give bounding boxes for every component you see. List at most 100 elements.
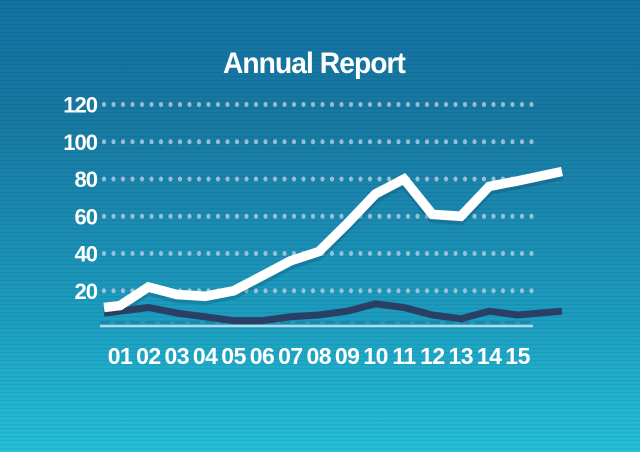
gridline-dot — [491, 176, 496, 182]
gridline-dot — [215, 102, 221, 107]
gridline-dot — [206, 139, 211, 145]
gridline-dot — [177, 251, 183, 256]
gridline-dot — [149, 251, 154, 256]
gridline-dot — [415, 139, 420, 145]
y-axis-tick-label: 60 — [75, 204, 98, 229]
gridline-dot — [215, 213, 221, 219]
gridline-dot — [481, 288, 487, 294]
gridline-dot — [386, 102, 392, 107]
gridline-dot — [481, 102, 487, 107]
gridline-dot — [329, 213, 335, 219]
gridline-dot — [491, 139, 496, 145]
gridline-dot — [206, 213, 211, 219]
gridline-dot — [139, 251, 145, 256]
gridline-dot — [377, 251, 382, 256]
gridline-dot — [320, 102, 325, 107]
gridline-dot — [168, 213, 173, 219]
gridline-dot — [358, 288, 363, 294]
gridline-dot — [377, 176, 382, 182]
gridline-dot — [491, 213, 496, 219]
gridline-dot — [139, 213, 145, 219]
gridline-dot — [158, 251, 164, 256]
x-axis-tick-label: 05 — [221, 343, 246, 369]
gridline-dot — [196, 139, 202, 145]
gridline-dot — [282, 102, 287, 107]
gridline-dot — [348, 102, 354, 107]
gridline-dot — [101, 251, 107, 256]
gridline-dot — [253, 176, 259, 182]
gridline-dot — [481, 176, 487, 182]
gridline-dot — [130, 213, 135, 219]
gridline-dot — [225, 213, 230, 219]
gridline-dot — [358, 251, 363, 256]
gridline-dot — [177, 139, 183, 145]
gridline-dot — [301, 139, 306, 145]
gridline-dot — [244, 176, 249, 182]
gridline-dot — [196, 251, 202, 256]
gridline-dot — [424, 139, 430, 145]
gridline-dot — [263, 176, 268, 182]
gridline-dot — [225, 176, 230, 182]
gridline-dot — [396, 251, 401, 256]
gridline-dot — [329, 288, 335, 294]
y-axis-tick-label: 40 — [75, 242, 98, 267]
gridline-dot — [111, 288, 116, 294]
gridline-dot — [386, 251, 392, 256]
gridline-dot — [339, 176, 344, 182]
gridline-dot — [291, 288, 297, 294]
gridline-dot — [396, 102, 401, 107]
gridline-dot — [206, 176, 211, 182]
gridline-dot — [415, 251, 420, 256]
gridline-dot — [348, 251, 354, 256]
gridline-dot — [253, 102, 259, 107]
gridline-dot — [320, 213, 325, 219]
gridline-dot — [196, 176, 202, 182]
gridline-dot — [263, 102, 268, 107]
gridline-dot — [158, 176, 164, 182]
gridline-dot — [472, 288, 477, 294]
gridline-dot — [443, 288, 449, 294]
gridline-dot — [367, 139, 373, 145]
gridline-dot — [272, 213, 278, 219]
gridline-dot — [386, 213, 392, 219]
gridline-dot — [519, 213, 525, 219]
gridline-dot — [149, 102, 154, 107]
gridline-dot — [272, 176, 278, 182]
gridline-dot — [120, 102, 126, 107]
gridline-dot — [101, 288, 107, 294]
x-axis-tick-label: 01 — [108, 343, 133, 369]
gridline-dot — [405, 213, 411, 219]
gridline-dot — [187, 251, 192, 256]
gridline-dot — [472, 251, 477, 256]
gridline-dot — [120, 213, 126, 219]
gridline-dot — [263, 139, 268, 145]
x-axis-tick-label: 12 — [420, 343, 445, 369]
gridline-dot — [301, 288, 306, 294]
gridline-dot — [367, 288, 373, 294]
gridline-dot — [462, 288, 468, 294]
gridline-dot — [225, 251, 230, 256]
gridline-dot — [405, 102, 411, 107]
y-axis-tick-label: 120 — [63, 93, 97, 118]
gridline-dot — [310, 102, 316, 107]
gridline-dot — [415, 176, 420, 182]
gridline-dot — [291, 139, 297, 145]
gridline-dot — [111, 213, 116, 219]
gridline-dot — [500, 213, 506, 219]
gridline-dot — [443, 251, 449, 256]
gridline-dot — [272, 139, 278, 145]
gridline-dot — [462, 139, 468, 145]
gridline-dot — [339, 102, 344, 107]
gridline-dot — [149, 213, 154, 219]
gridline-dot — [206, 251, 211, 256]
gridline-dot — [111, 176, 116, 182]
gridline-dot — [529, 288, 534, 294]
gridline-dot — [367, 102, 373, 107]
gridline-dot — [396, 213, 401, 219]
gridline-dot — [500, 139, 506, 145]
gridline-dot — [396, 139, 401, 145]
gridline-dot — [272, 251, 278, 256]
gridline-dot — [510, 213, 515, 219]
gridline-dot — [443, 102, 449, 107]
